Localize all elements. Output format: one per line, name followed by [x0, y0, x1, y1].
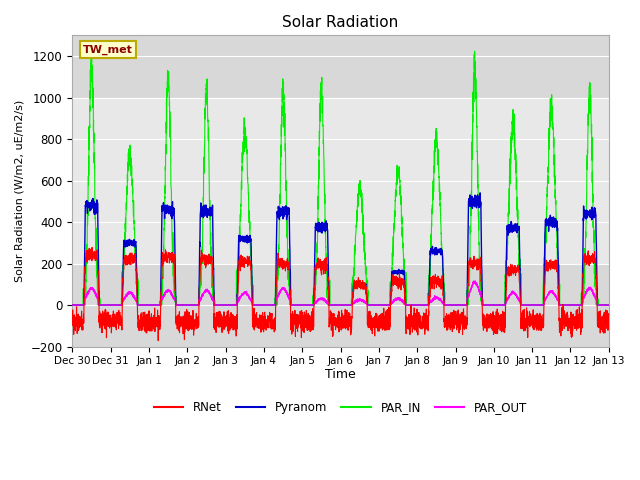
Bar	[72, 97, 609, 264]
Text: TW_met: TW_met	[83, 45, 133, 55]
Title: Solar Radiation: Solar Radiation	[282, 15, 399, 30]
Y-axis label: Solar Radiation (W/m2, uE/m2/s): Solar Radiation (W/m2, uE/m2/s)	[15, 100, 25, 282]
Legend: RNet, Pyranom, PAR_IN, PAR_OUT: RNet, Pyranom, PAR_IN, PAR_OUT	[149, 396, 532, 419]
X-axis label: Time: Time	[325, 368, 356, 381]
